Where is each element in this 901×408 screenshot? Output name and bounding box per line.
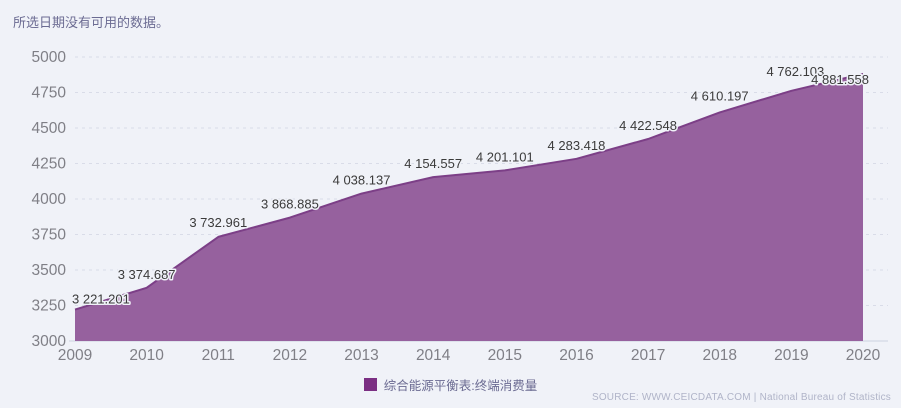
data-point-label: 4 762.103: [766, 64, 824, 79]
data-point-label: 3 221.201: [72, 292, 130, 307]
y-axis-tick-label: 4250: [32, 156, 67, 173]
x-axis-tick-label: 2015: [488, 347, 522, 364]
data-point-label: 4 881.558: [811, 72, 869, 87]
x-axis-tick-label: 2014: [416, 347, 451, 364]
data-point-label: 4 038.137: [333, 173, 391, 188]
y-axis-tick-label: 3750: [32, 227, 67, 244]
legend-swatch-icon: [363, 378, 377, 391]
legend-series-label: 综合能源平衡表:终端消费量: [383, 379, 538, 393]
x-axis-tick-label: 2013: [344, 347, 378, 364]
data-point-label: 4 422.548: [619, 118, 677, 133]
data-point-label: 4 154.557: [404, 156, 462, 171]
y-axis-tick-label: 3000: [32, 333, 67, 350]
x-axis-tick-label: 2017: [631, 347, 665, 364]
y-axis-tick-label: 3500: [32, 262, 67, 279]
data-point-label: 3 374.687: [118, 267, 176, 282]
no-data-notice: 所选日期没有可用的数据。: [13, 15, 170, 30]
data-point-label: 4 283.418: [548, 138, 606, 153]
chart-legend[interactable]: 综合能源平衡表:终端消费量: [0, 375, 901, 394]
x-axis-tick-label: 2010: [129, 347, 164, 364]
y-axis-tick-label: 5000: [32, 49, 67, 66]
series-line: [74, 72, 864, 311]
x-axis-tick-label: 2019: [774, 347, 808, 364]
y-axis-tick-label: 3250: [32, 298, 67, 315]
area-series[interactable]: [75, 73, 863, 342]
x-axis-tick-label: 2016: [559, 347, 593, 364]
y-axis-tick-label: 4000: [32, 191, 67, 208]
y-axis-tick-label: 4500: [32, 120, 67, 137]
data-point-label: 3 868.885: [261, 197, 319, 212]
data-point-label: 4 610.197: [691, 88, 749, 103]
data-point-label: 4 201.101: [476, 149, 534, 164]
data-point-label: 3 732.961: [189, 215, 247, 230]
source-attribution: SOURCE: WWW.CEICDATA.COM | National Bure…: [591, 392, 891, 403]
x-axis-tick-label: 2011: [202, 347, 235, 364]
x-axis-tick-label: 2020: [846, 347, 881, 364]
y-axis-tick-label: 4750: [32, 85, 67, 102]
x-axis-tick-label: 2012: [273, 347, 307, 364]
x-axis-tick-label: 2018: [702, 347, 736, 364]
x-axis-tick-label: 2009: [58, 347, 92, 364]
